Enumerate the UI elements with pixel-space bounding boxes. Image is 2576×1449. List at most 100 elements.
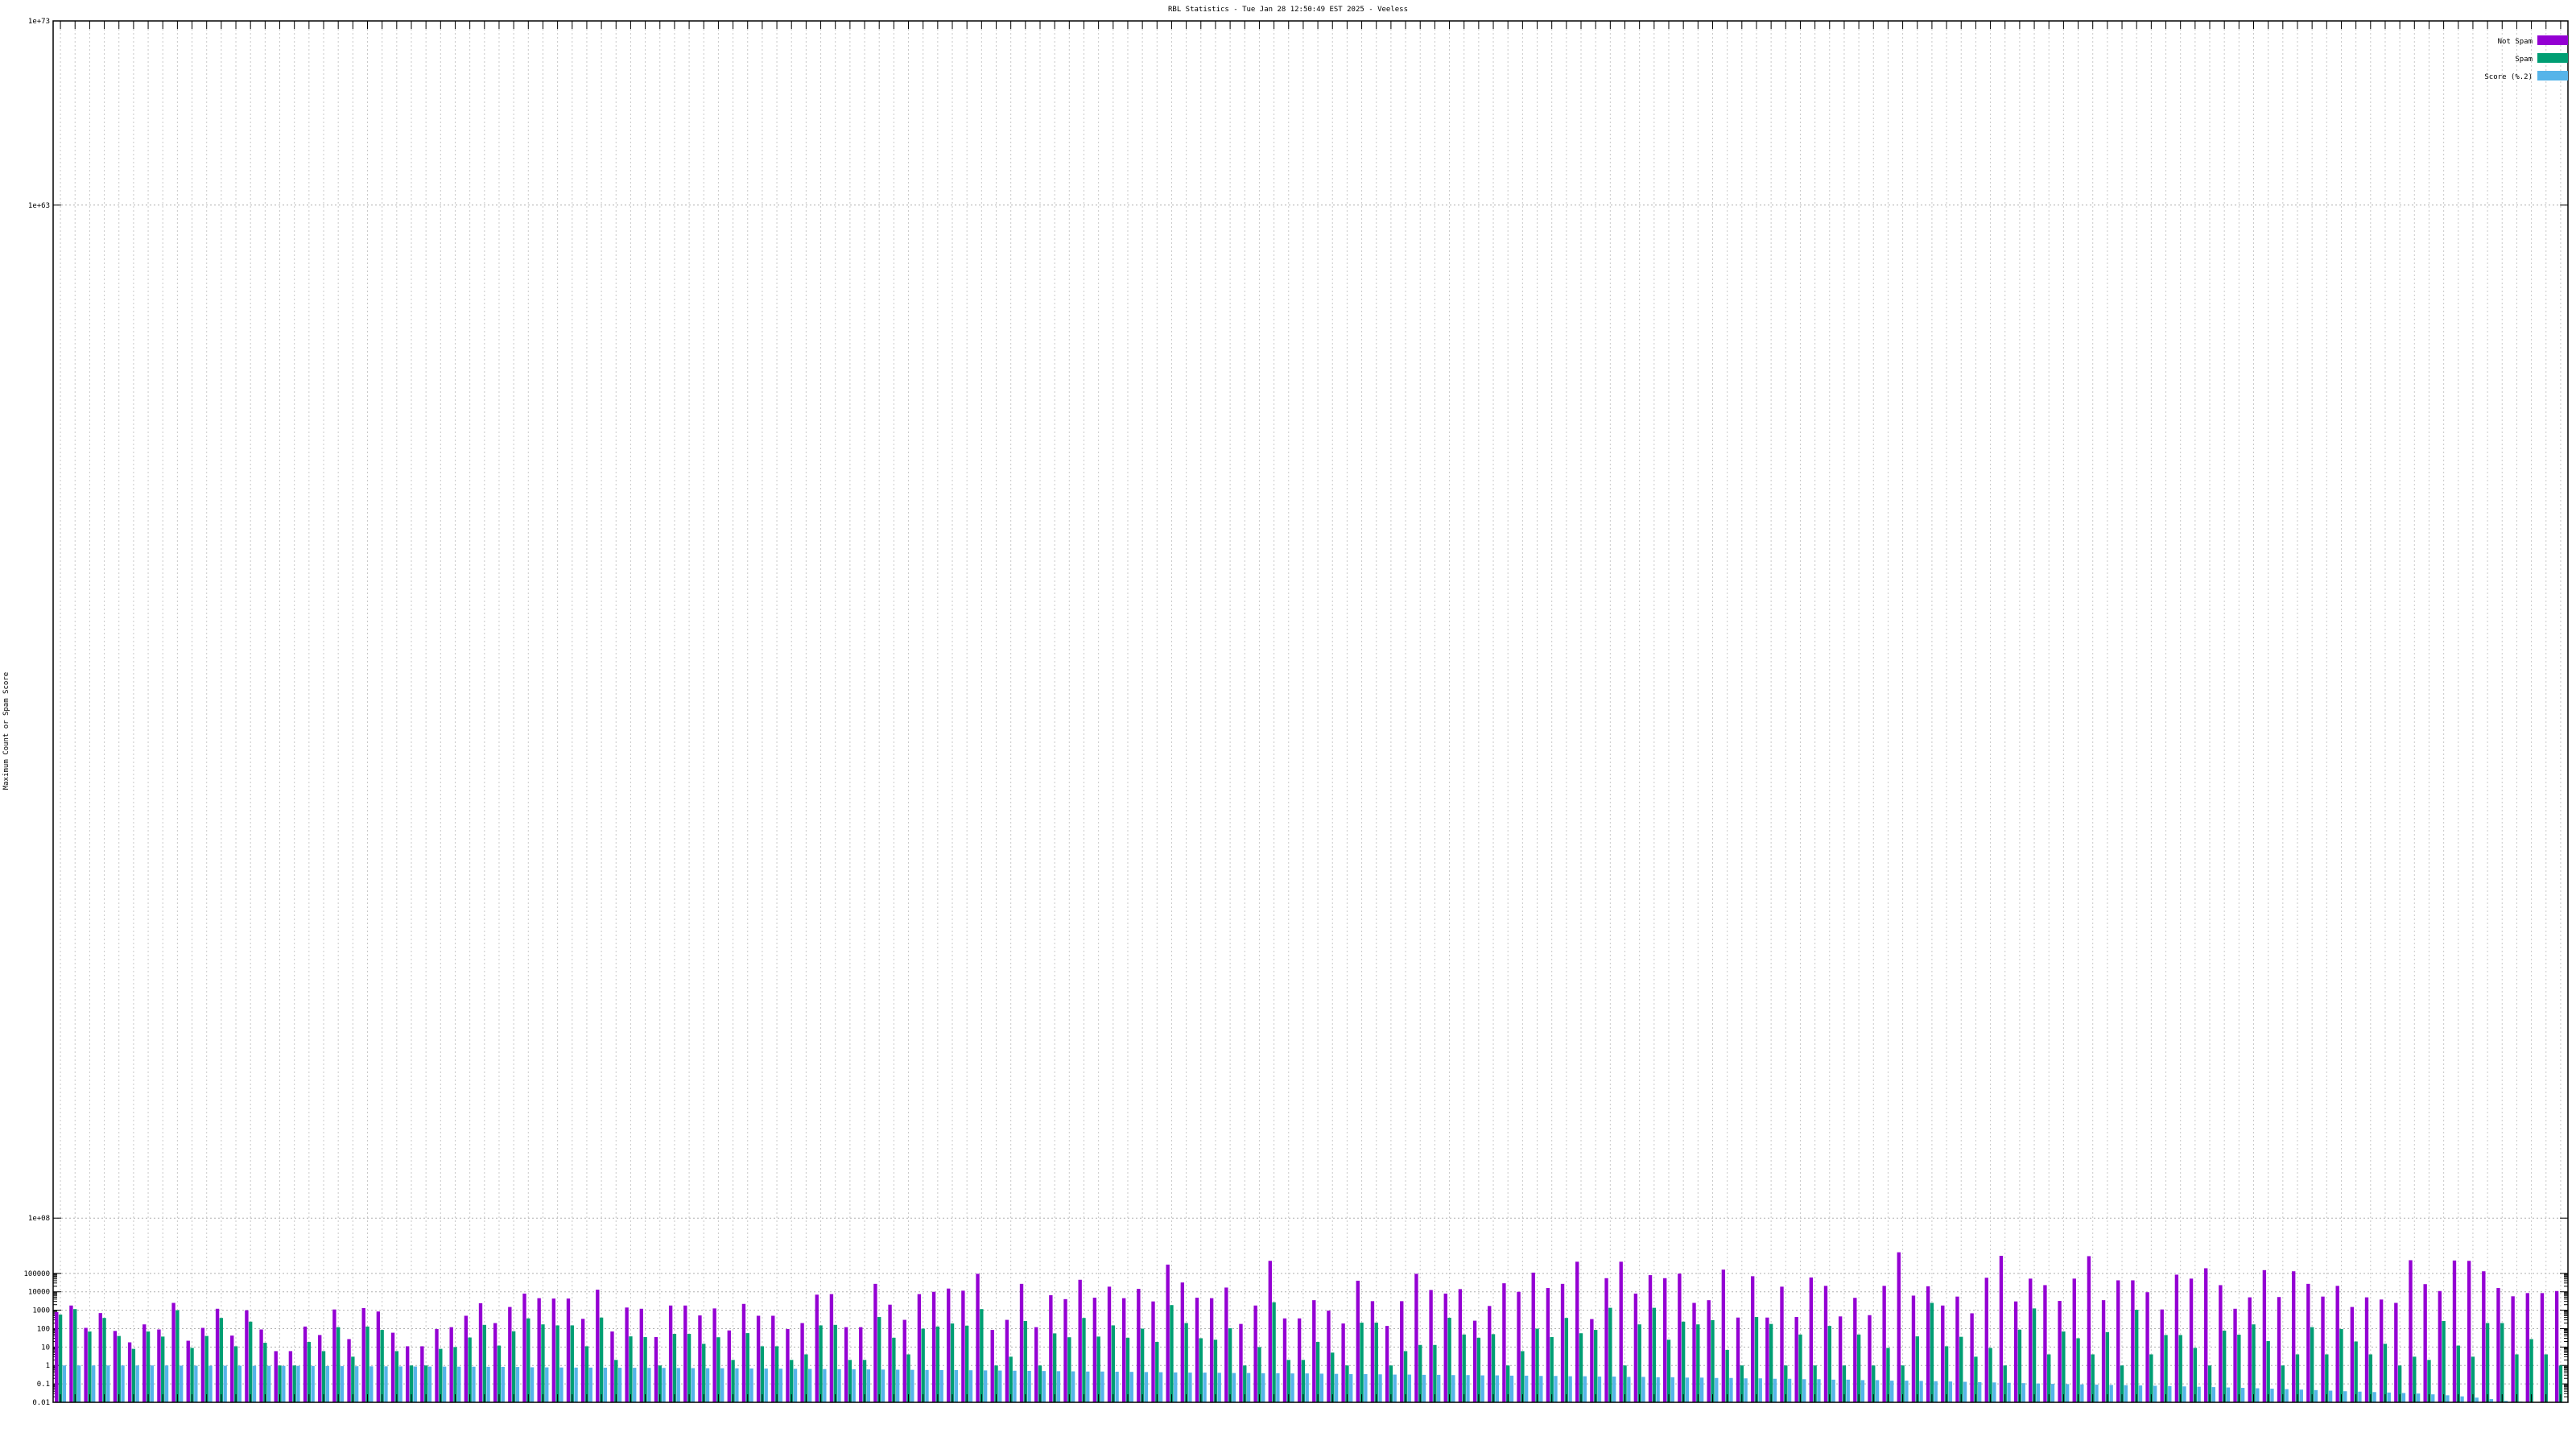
bar-spam	[1315, 1341, 1320, 1402]
bar-not-spam	[1678, 1274, 1682, 1402]
bar-score	[1232, 1373, 1236, 1402]
bar-spam	[2003, 1365, 2007, 1402]
bar-score	[823, 1368, 827, 1402]
bar-score	[778, 1368, 783, 1402]
bar-score	[1744, 1378, 1748, 1402]
bar-score	[1597, 1377, 1602, 1402]
bar-spam	[1521, 1351, 1525, 1402]
bar-not-spam	[1517, 1291, 1521, 1402]
bar-score	[1451, 1375, 1455, 1402]
bar-score	[1539, 1376, 1543, 1402]
bar-not-spam	[1736, 1317, 1740, 1402]
bar-not-spam	[2379, 1299, 2384, 1402]
bar-spam	[1535, 1328, 1539, 1402]
bar-spam	[1301, 1360, 1306, 1402]
bar-not-spam	[1049, 1295, 1053, 1402]
bar-not-spam	[1078, 1279, 1082, 1402]
bar-spam	[1974, 1356, 1978, 1402]
bar-not-spam	[69, 1305, 73, 1402]
bar-not-spam	[1137, 1289, 1141, 1402]
bar-spam	[1111, 1325, 1115, 1402]
bar-spam	[2413, 1356, 2417, 1402]
bar-spam	[1125, 1337, 1130, 1402]
bar-spam	[2529, 1339, 2533, 1402]
bar-score	[2256, 1388, 2260, 1402]
bar-spam	[1842, 1365, 1847, 1402]
bar-not-spam	[1546, 1288, 1550, 1402]
bar-spam	[877, 1316, 881, 1402]
bar-spam	[1681, 1321, 1686, 1402]
bar-score	[2153, 1385, 2157, 1402]
bar-score	[164, 1365, 169, 1402]
bar-score	[2489, 1398, 2494, 1402]
bar-score	[1158, 1372, 1163, 1402]
bar-score	[340, 1366, 345, 1402]
bar-score	[1246, 1373, 1251, 1402]
bar-score	[384, 1366, 388, 1402]
legend-swatch	[2537, 35, 2568, 45]
bar-not-spam	[1458, 1289, 1463, 1402]
bar-not-spam	[464, 1315, 469, 1402]
bar-score	[1963, 1381, 1967, 1402]
bar-not-spam	[596, 1290, 600, 1402]
bar-score	[1217, 1373, 1221, 1402]
bar-score	[1466, 1375, 1470, 1402]
bar-spam	[1652, 1307, 1657, 1402]
bar-not-spam	[1955, 1296, 1959, 1402]
bar-spam	[862, 1360, 867, 1402]
bar-not-spam	[1195, 1298, 1199, 1402]
bar-score	[1875, 1380, 1880, 1402]
bar-not-spam	[859, 1327, 863, 1402]
bar-score	[2065, 1384, 2070, 1402]
bar-not-spam	[376, 1311, 381, 1402]
bar-score	[1013, 1370, 1017, 1402]
bar-score	[2036, 1383, 2041, 1402]
bar-spam	[394, 1351, 399, 1402]
bar-score	[954, 1370, 958, 1402]
bar-spam	[365, 1326, 369, 1402]
bar-score	[559, 1367, 564, 1402]
bar-not-spam	[1809, 1277, 1814, 1402]
bar-score	[925, 1369, 929, 1402]
bar-score	[1100, 1371, 1104, 1402]
bar-score	[2050, 1384, 2055, 1402]
bar-spam	[774, 1346, 779, 1402]
bar-score	[1524, 1375, 1529, 1402]
bar-score	[1495, 1375, 1500, 1402]
bar-not-spam	[2335, 1286, 2339, 1402]
bar-score	[208, 1365, 213, 1402]
bar-score	[705, 1368, 710, 1402]
bar-spam	[570, 1325, 574, 1402]
bar-score	[2299, 1389, 2303, 1402]
bar-spam	[2120, 1365, 2124, 1402]
bar-not-spam	[1823, 1286, 1828, 1402]
bar-not-spam	[1750, 1276, 1755, 1402]
bar-spam	[2135, 1310, 2139, 1402]
bar-score	[1641, 1377, 1645, 1402]
bar-not-spam	[2116, 1280, 2120, 1402]
bar-not-spam	[2277, 1297, 2281, 1402]
bar-spam	[1813, 1365, 1817, 1402]
bar-spam	[1096, 1336, 1100, 1402]
bar-spam	[1711, 1319, 1715, 1402]
bar-spam	[146, 1331, 151, 1402]
bar-not-spam	[55, 1311, 59, 1402]
bar-not-spam	[157, 1329, 161, 1402]
bar-spam	[526, 1318, 530, 1402]
bar-spam	[131, 1348, 136, 1402]
bar-not-spam	[1663, 1278, 1667, 1402]
bar-spam	[2500, 1323, 2504, 1402]
bar-not-spam	[406, 1346, 410, 1402]
bar-spam	[321, 1351, 326, 1402]
bar-spam	[921, 1328, 925, 1402]
bar-not-spam	[1911, 1295, 1916, 1402]
bar-not-spam	[303, 1326, 308, 1402]
bar-not-spam	[1633, 1293, 1638, 1402]
bar-score	[2138, 1385, 2143, 1402]
bar-spam	[1872, 1365, 1876, 1402]
bar-not-spam	[522, 1293, 526, 1402]
bar-score	[2007, 1382, 2011, 1402]
bar-not-spam	[1166, 1264, 1170, 1402]
bar-spam	[1754, 1316, 1759, 1402]
legend-label: Score (%.2)	[2484, 73, 2533, 81]
